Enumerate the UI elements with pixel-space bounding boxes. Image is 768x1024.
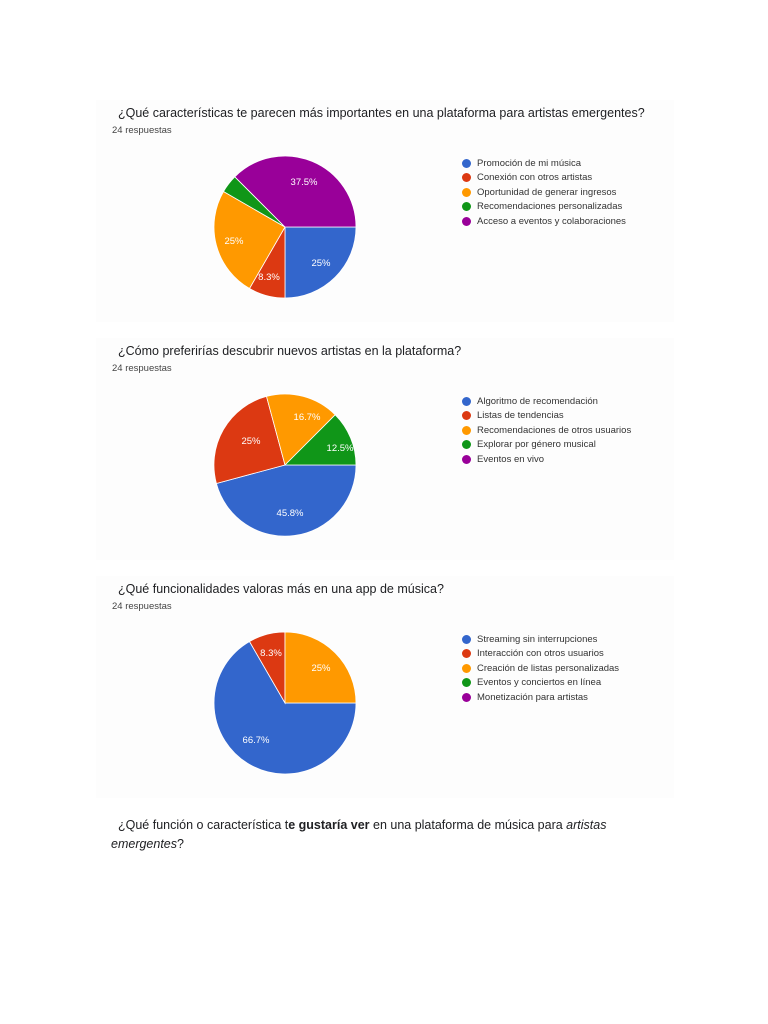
legend-dot-icon [462, 425, 471, 435]
legend-dot-icon [462, 440, 471, 450]
legend-label: Algoritmo de recomendación [477, 395, 598, 407]
legend-item: Promoción de mi música [462, 156, 626, 171]
legend-item: Monetización para artistas [462, 690, 619, 705]
legend-item: Eventos en vivo [462, 452, 631, 467]
legend-dot-icon [462, 216, 471, 226]
open-question-text: ¿Qué función o característica t [118, 818, 289, 832]
legend-label: Eventos y conciertos en línea [477, 677, 602, 689]
legend-dot-icon [462, 173, 471, 183]
question-title: ¿Cómo preferirías descubrir nuevos artis… [118, 344, 462, 358]
slice-label: 25% [311, 258, 331, 269]
legend-item: Creación de listas personalizadas [462, 661, 619, 676]
legend-label: Streaming sin interrupciones [477, 633, 598, 645]
slice-otros-usuarios [266, 393, 336, 466]
legend-item: Conexión con otros artistas [462, 171, 626, 186]
slice-label: 66.7% [243, 735, 270, 746]
slice-label: 8.3% [260, 648, 282, 659]
legend-dot-icon [462, 202, 471, 212]
chart-legend: Promoción de mi música Conexión con otro… [462, 156, 626, 229]
open-question: ¿Qué función o característica te gustarí… [111, 816, 651, 854]
legend-label: Oportunidad de generar ingresos [477, 186, 617, 198]
legend-dot-icon [462, 396, 471, 406]
legend-label: Listas de tendencias [477, 410, 564, 422]
slice-tendencias [213, 395, 286, 484]
chart-legend: Streaming sin interrupciones Interacción… [462, 632, 619, 705]
legend-label: Monetización para artistas [477, 691, 588, 703]
legend-dot-icon [462, 649, 471, 659]
slice-label: 37.5% [291, 177, 318, 188]
legend-dot-icon [462, 634, 471, 644]
legend-item: Eventos y conciertos en línea [462, 676, 619, 691]
open-question-end: ? [177, 837, 184, 851]
slice-ingresos [213, 190, 286, 290]
legend-item: Explorar por género musical [462, 438, 631, 453]
legend-label: Promoción de mi música [477, 157, 582, 169]
chart-card-descubrir: ¿Cómo preferirías descubrir nuevos artis… [96, 338, 674, 560]
legend-label: Creación de listas personalizadas [477, 662, 620, 674]
legend-dot-icon [462, 187, 471, 197]
slice-label: 12.5% [327, 443, 354, 454]
legend-dot-icon [462, 454, 471, 464]
legend-item: Interacción con otros usuarios [462, 647, 619, 662]
legend-item: Listas de tendencias [462, 409, 631, 424]
legend-dot-icon [462, 663, 471, 673]
slice-promocion [284, 226, 357, 299]
legend-dot-icon [462, 692, 471, 702]
legend-label: Conexión con otros artistas [477, 172, 593, 184]
slice-label: 8.3% [258, 272, 280, 283]
legend-dot-icon [462, 678, 471, 688]
legend-label: Acceso a eventos y colaboraciones [477, 215, 626, 227]
response-count: 24 respuestas [112, 363, 172, 374]
slice-genero [284, 414, 357, 466]
legend-item: Oportunidad de generar ingresos [462, 185, 626, 200]
slice-algoritmo [215, 464, 357, 537]
response-count: 24 respuestas [112, 601, 172, 612]
chart-card-funcionalidades: ¿Qué funcionalidades valoras más en una … [96, 576, 674, 798]
question-title: ¿Qué características te parecen más impo… [118, 106, 645, 120]
slice-eventos [234, 155, 357, 228]
legend-item: Recomendaciones de otros usuarios [462, 423, 631, 438]
legend-label: Eventos en vivo [477, 453, 545, 465]
slice-label: 45.8% [277, 508, 304, 519]
slice-label: 16.7% [294, 412, 321, 423]
chart-card-caracteristicas: ¿Qué características te parecen más impo… [96, 100, 674, 322]
slice-streaming [213, 640, 357, 775]
pie-chart: 25% 8.3% 25% 37.5% [213, 155, 357, 299]
pie-chart: 45.8% 25% 16.7% 12.5% [213, 393, 357, 537]
legend-label: Explorar por género musical [477, 439, 596, 451]
legend-label: Recomendaciones de otros usuarios [477, 424, 632, 436]
slice-listas [284, 631, 357, 704]
legend-label: Recomendaciones personalizadas [477, 201, 623, 213]
open-question-italic: artistas emergentes [111, 818, 607, 851]
legend-dot-icon [462, 411, 471, 421]
legend-item: Algoritmo de recomendación [462, 394, 631, 409]
legend-item: Streaming sin interrupciones [462, 632, 619, 647]
response-count: 24 respuestas [112, 125, 172, 136]
legend-label: Interacción con otros usuarios [477, 648, 604, 660]
legend-item: Acceso a eventos y colaboraciones [462, 214, 626, 229]
chart-legend: Algoritmo de recomendación Listas de ten… [462, 394, 631, 467]
slice-label: 25% [311, 663, 331, 674]
legend-item: Recomendaciones personalizadas [462, 200, 626, 215]
question-title: ¿Qué funcionalidades valoras más en una … [118, 582, 444, 596]
pie-chart: 66.7% 8.3% 25% [213, 631, 357, 775]
open-question-bold: e gustaría ver [288, 818, 370, 832]
legend-dot-icon [462, 158, 471, 168]
slice-label: 25% [241, 436, 261, 447]
open-question-text: en una plataforma de música para [369, 818, 567, 832]
slice-label: 25% [224, 236, 244, 247]
